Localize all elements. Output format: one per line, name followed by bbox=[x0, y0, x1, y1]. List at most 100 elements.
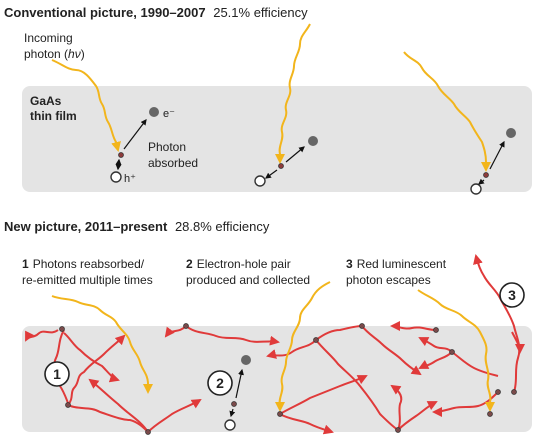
node bbox=[145, 429, 151, 435]
red-path bbox=[451, 351, 499, 377]
badge-2-number: 2 bbox=[216, 375, 224, 391]
step3-number: 3 bbox=[346, 257, 353, 271]
step1-text-line1: Photons reabsorbed/ bbox=[33, 257, 145, 271]
node bbox=[277, 411, 283, 417]
node bbox=[313, 337, 319, 343]
badge-3: 3 bbox=[499, 282, 525, 308]
incoming-photon-path-5 bbox=[275, 281, 331, 412]
film-label-line1: GaAs bbox=[30, 94, 62, 108]
electron-arrow bbox=[123, 119, 147, 150]
step3-line1: 3 Red luminescent bbox=[346, 257, 447, 271]
incoming-photon-line2: photon (hν) bbox=[24, 47, 85, 61]
incoming-photon-path-2 bbox=[275, 23, 311, 164]
red-path bbox=[185, 325, 280, 346]
step1-line1: 1 Photons reabsorbed/ bbox=[22, 257, 145, 271]
node bbox=[487, 411, 493, 417]
incoming-photon-path-1 bbox=[51, 59, 121, 152]
incoming-photon-path-3 bbox=[403, 51, 491, 172]
electron-arrow bbox=[489, 140, 505, 170]
electron bbox=[149, 107, 159, 117]
red-path bbox=[67, 404, 149, 433]
incoming-photon-line1: Incoming bbox=[24, 31, 73, 45]
electron bbox=[241, 355, 251, 365]
red-path bbox=[315, 325, 363, 341]
red-path bbox=[266, 339, 317, 359]
badge-1: 1 bbox=[44, 361, 70, 387]
hole-label: h⁺ bbox=[124, 173, 136, 185]
red-path bbox=[279, 375, 368, 415]
step1-number: 1 bbox=[22, 257, 29, 271]
hole-arrow bbox=[115, 158, 122, 171]
red-path bbox=[418, 337, 453, 353]
node bbox=[359, 323, 365, 329]
step2-line2: produced and collected bbox=[186, 273, 310, 287]
red-path bbox=[390, 384, 403, 431]
red-path bbox=[432, 391, 499, 417]
node bbox=[449, 349, 455, 355]
red-path bbox=[390, 321, 437, 332]
top-title: Conventional picture, 1990–2007 bbox=[4, 5, 206, 20]
incoming-photon-path-6 bbox=[417, 289, 495, 412]
electron-label: e⁻ bbox=[163, 108, 175, 120]
hole-arrow bbox=[265, 169, 278, 179]
top-efficiency: 25.1% efficiency bbox=[213, 5, 308, 20]
electron-arrow bbox=[235, 368, 244, 399]
badge-3-number: 3 bbox=[508, 287, 516, 303]
badge-2: 2 bbox=[207, 370, 233, 396]
absorption-point bbox=[278, 163, 284, 169]
red-path bbox=[63, 332, 120, 383]
film-label-line2: thin film bbox=[30, 109, 77, 123]
luminescent-photon-paths bbox=[25, 254, 525, 435]
node bbox=[59, 326, 65, 332]
gaas-film-top bbox=[22, 86, 532, 192]
red-path bbox=[25, 329, 59, 342]
red-path bbox=[511, 331, 525, 354]
hole bbox=[470, 183, 482, 195]
escaping-red-photon-path bbox=[473, 254, 521, 393]
incoming-photon-line2-b: ) bbox=[81, 47, 85, 61]
top-heading: Conventional picture, 1990–2007 25.1% ef… bbox=[4, 5, 308, 20]
bottom-efficiency: 28.8% efficiency bbox=[175, 219, 270, 234]
red-path bbox=[315, 339, 399, 431]
absorption-point bbox=[118, 152, 124, 158]
absorption-point bbox=[483, 172, 489, 178]
step2-text-line1: Electron-hole pair bbox=[197, 257, 291, 271]
bottom-heading: New picture, 2011–present 28.8% efficien… bbox=[4, 219, 270, 234]
step1-line2: re-emitted multiple times bbox=[22, 273, 153, 287]
hole bbox=[224, 419, 236, 431]
hole bbox=[254, 175, 266, 187]
electron-arrow bbox=[285, 146, 305, 163]
emission-nodes bbox=[59, 323, 517, 435]
step2-number: 2 bbox=[186, 257, 193, 271]
hole-arrow bbox=[478, 178, 485, 185]
node bbox=[231, 401, 237, 407]
electron bbox=[308, 136, 318, 146]
red-path bbox=[279, 413, 334, 435]
gaas-film-bottom bbox=[22, 326, 532, 432]
node bbox=[495, 389, 501, 395]
red-path bbox=[418, 351, 453, 369]
step3-line2: photon escapes bbox=[346, 273, 431, 287]
red-path bbox=[147, 398, 202, 433]
hole-arrow bbox=[229, 408, 236, 418]
bottom-title: New picture, 2011–present bbox=[4, 219, 168, 234]
node bbox=[183, 323, 189, 329]
step3-text-line1: Red luminescent bbox=[357, 257, 447, 271]
node bbox=[511, 389, 517, 395]
red-path bbox=[397, 401, 438, 431]
incoming-photon-path-4 bbox=[51, 295, 153, 394]
photon-absorbed-line1: Photon bbox=[148, 140, 186, 154]
red-path bbox=[361, 325, 422, 376]
step2-line1: 2 Electron-hole pair bbox=[186, 257, 291, 271]
node bbox=[395, 427, 401, 433]
red-path bbox=[88, 378, 149, 433]
hole bbox=[110, 171, 122, 183]
node bbox=[433, 327, 439, 333]
red-path bbox=[67, 334, 126, 406]
badge-1-number: 1 bbox=[53, 366, 61, 382]
node bbox=[65, 402, 71, 408]
photon-absorbed-line2: absorbed bbox=[148, 156, 198, 170]
incoming-photon-line2-a: photon ( bbox=[24, 47, 68, 61]
incoming-photon-hv: hν bbox=[68, 47, 81, 61]
